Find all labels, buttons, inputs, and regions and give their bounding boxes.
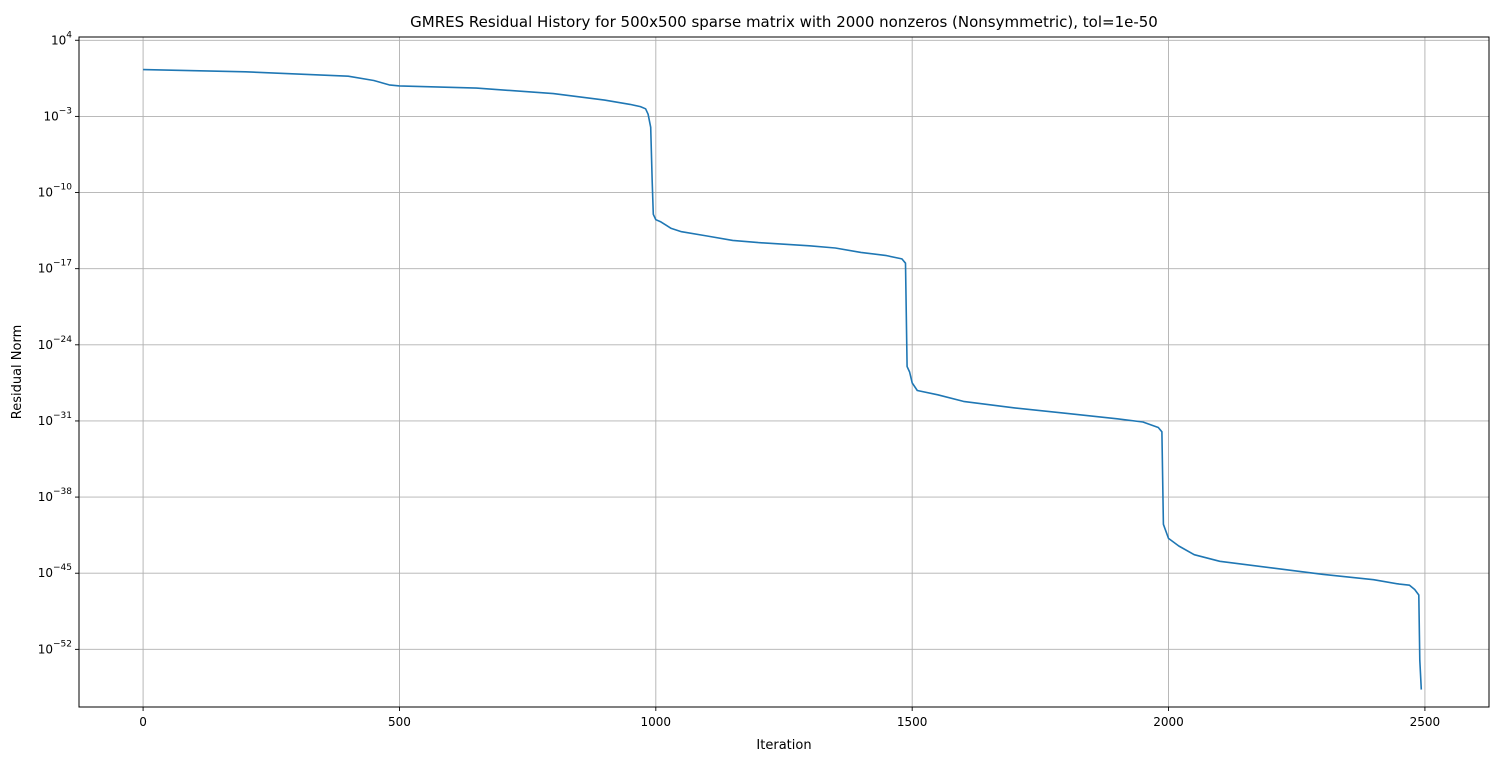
y-axis: 104 10−3 10−10 10−17 10−24 10−31 10−38 10−45 10−… <box>38 30 79 656</box>
x-tick-label: 1500 <box>897 715 928 729</box>
y-tick-label: 10−10 <box>38 183 73 200</box>
y-tick-label: 10−24 <box>38 335 73 352</box>
x-tick-label: 0 <box>139 715 147 729</box>
y-tick-label: 10−17 <box>38 259 72 276</box>
y-tick-label: 10−45 <box>38 563 72 580</box>
y-tick-label: 10−31 <box>38 411 72 428</box>
y-tick-label: 10−52 <box>38 639 72 656</box>
y-axis-label: Residual Norm <box>10 325 25 420</box>
x-tick-label: 2000 <box>1153 715 1184 729</box>
residual-series-line <box>143 68 1423 690</box>
x-tick-label: 1000 <box>641 715 672 729</box>
y-tick-label: 104 <box>51 30 72 47</box>
x-axis: 0 500 1000 1500 2000 2500 <box>139 707 1440 729</box>
series-layer <box>143 68 1423 690</box>
x-tick-label: 500 <box>388 715 411 729</box>
x-tick-label: 2500 <box>1410 715 1441 729</box>
y-tick-label: 10−3 <box>43 106 72 123</box>
y-tick-label: 10−38 <box>38 487 73 504</box>
plot-frame <box>78 36 1490 708</box>
grid-lines <box>79 37 1489 707</box>
chart-title: GMRES Residual History for 500x500 spars… <box>410 13 1158 31</box>
x-axis-label: Iteration <box>756 738 811 753</box>
